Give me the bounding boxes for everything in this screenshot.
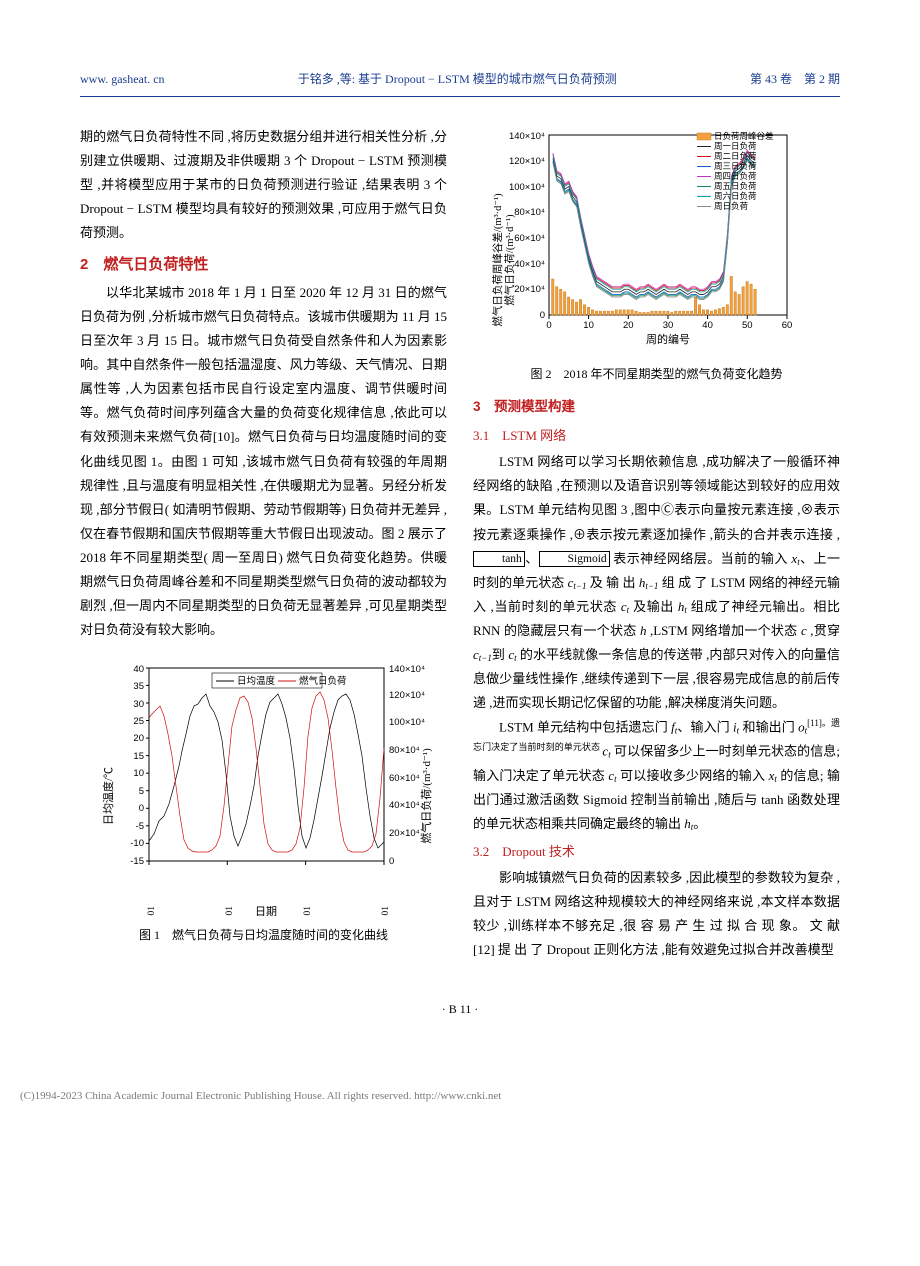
section-3-1-number: 3.1: [473, 428, 489, 443]
svg-text:-10: -10: [130, 838, 144, 849]
section-2-text: 燃气日负荷特性: [103, 256, 208, 273]
svg-text:20: 20: [623, 320, 634, 331]
header-title: 于铭多 ,等: 基于 Dropout − LSTM 模型的城市燃气日负荷预测: [165, 68, 750, 90]
svg-text:燃气日负荷/(m³·d⁻¹): 燃气日负荷/(m³·d⁻¹): [419, 748, 433, 844]
svg-text:2020-01-01: 2020-01-01: [303, 906, 313, 916]
figure-1-caption: 图 1 燃气日负荷与日均温度随时间的变化曲线: [80, 924, 447, 946]
svg-text:35: 35: [133, 681, 144, 692]
svg-text:140×10⁴: 140×10⁴: [389, 664, 425, 675]
svg-text:0: 0: [546, 320, 551, 331]
svg-text:80×10⁴: 80×10⁴: [389, 745, 420, 756]
svg-text:60×10⁴: 60×10⁴: [514, 233, 545, 244]
svg-text:0: 0: [138, 803, 143, 814]
svg-text:周四日负荷: 周四日负荷: [714, 171, 757, 181]
svg-text:50: 50: [742, 320, 753, 331]
section-3-text: 预测模型构建: [494, 399, 575, 414]
svg-text:30: 30: [662, 320, 673, 331]
svg-text:15: 15: [133, 751, 144, 762]
svg-text:-5: -5: [135, 821, 143, 832]
svg-text:20: 20: [133, 733, 144, 744]
left-column: 期的燃气日负荷特性不同 ,将历史数据分组并进行相关性分析 ,分别建立供暖期、过渡…: [80, 125, 447, 962]
page: www. gasheat. cn 于铭多 ,等: 基于 Dropout − LS…: [0, 0, 920, 1070]
svg-text:日均温度: 日均温度: [237, 675, 276, 687]
section-3-2-text: Dropout 技术: [502, 844, 575, 859]
svg-text:5: 5: [138, 786, 143, 797]
section-2-body: 以华北某城市 2018 年 1 月 1 日至 2020 年 12 月 31 日的…: [80, 281, 447, 642]
right-column: 0 20×10⁴ 40×10⁴ 60×10⁴ 80×10⁴ 100×10⁴ 12…: [473, 125, 840, 962]
svg-text:日期: 日期: [255, 905, 277, 916]
section-3-2-number: 3.2: [473, 844, 489, 859]
svg-text:60: 60: [781, 320, 792, 331]
svg-text:2018-01-01: 2018-01-01: [147, 906, 157, 916]
svg-text:40×10⁴: 40×10⁴: [514, 259, 545, 270]
svg-text:120×10⁴: 120×10⁴: [508, 156, 544, 167]
svg-text:燃气日负荷: 燃气日负荷: [299, 675, 347, 687]
svg-text:周的编号: 周的编号: [646, 332, 690, 346]
two-column-content: 期的燃气日负荷特性不同 ,将历史数据分组并进行相关性分析 ,分别建立供暖期、过渡…: [80, 125, 840, 962]
svg-text:燃气日负荷/(m³·d⁻¹): 燃气日负荷/(m³·d⁻¹): [503, 214, 516, 306]
svg-text:140×10⁴: 140×10⁴: [508, 131, 544, 142]
figure-1-chart: -15 -10 -5 0 5 10 15 20 25 30 35 40: [94, 656, 434, 916]
svg-text:40: 40: [133, 664, 144, 675]
section-3-2-body: 影响城镇燃气日负荷的因素较多 ,因此模型的参数较为复杂 ,且对于 LSTM 网络…: [473, 866, 840, 962]
page-header: www. gasheat. cn 于铭多 ,等: 基于 Dropout − LS…: [80, 68, 840, 90]
svg-text:周六日负荷: 周六日负荷: [714, 191, 757, 201]
svg-text:60×10⁴: 60×10⁴: [389, 773, 420, 784]
figure-1: -15 -10 -5 0 5 10 15 20 25 30 35 40: [80, 656, 447, 946]
svg-text:20×10⁴: 20×10⁴: [389, 828, 420, 839]
svg-text:100×10⁴: 100×10⁴: [508, 182, 544, 193]
section-3-heading: 3 预测模型构建: [473, 395, 840, 420]
header-rule: [80, 96, 840, 97]
figure-2: 0 20×10⁴ 40×10⁴ 60×10⁴ 80×10⁴ 100×10⁴ 12…: [473, 125, 840, 385]
svg-text:燃气日负荷周峰谷差/(m³·d⁻¹): 燃气日负荷周峰谷差/(m³·d⁻¹): [491, 193, 504, 327]
section-3-2-heading: 3.2 Dropout 技术: [473, 840, 840, 864]
svg-text:周三日负荷: 周三日负荷: [714, 161, 757, 171]
intro-paragraph-cont: 期的燃气日负荷特性不同 ,将历史数据分组并进行相关性分析 ,分别建立供暖期、过渡…: [80, 125, 447, 245]
svg-text:100×10⁴: 100×10⁴: [389, 717, 425, 728]
tanh-box: tanh: [473, 551, 525, 567]
page-number: · B 11 ·: [80, 998, 840, 1020]
svg-text:-15: -15: [130, 856, 144, 867]
svg-text:0: 0: [389, 856, 394, 867]
section-2-number: 2: [80, 256, 88, 273]
section-3-1-body-1: LSTM 网络可以学习长期依赖信息 ,成功解决了一般循环神经网络的缺陷 ,在预测…: [473, 450, 840, 715]
svg-text:日负荷周峰谷差: 日负荷周峰谷差: [714, 131, 774, 141]
header-issue: 第 43 卷 第 2 期: [750, 68, 840, 90]
svg-text:80×10⁴: 80×10⁴: [514, 207, 545, 218]
svg-text:周五日负荷: 周五日负荷: [714, 181, 757, 191]
header-website: www. gasheat. cn: [80, 68, 165, 90]
section-3-1-text: LSTM 网络: [502, 428, 566, 443]
svg-text:40×10⁴: 40×10⁴: [389, 800, 420, 811]
section-3-number: 3: [473, 399, 481, 414]
copyright-watermark: (C)1994-2023 China Academic Journal Elec…: [0, 1070, 920, 1116]
svg-text:120×10⁴: 120×10⁴: [389, 690, 425, 701]
section-2-heading: 2 燃气日负荷特性: [80, 251, 447, 279]
svg-text:20×10⁴: 20×10⁴: [514, 284, 545, 295]
svg-text:周一日负荷: 周一日负荷: [714, 141, 757, 151]
section-3-1-body-2: LSTM 单元结构中包括遗忘门 ft、输入门 it 和输出门 ot[11]。遗忘…: [473, 715, 840, 836]
svg-text:0: 0: [539, 310, 544, 321]
figure-2-caption: 图 2 2018 年不同星期类型的燃气负荷变化趋势: [473, 363, 840, 385]
svg-text:2019-01-01: 2019-01-01: [225, 906, 235, 916]
svg-text:10: 10: [583, 320, 594, 331]
svg-text:10: 10: [133, 768, 144, 779]
svg-text:日均温度/℃: 日均温度/℃: [101, 767, 115, 825]
svg-text:25: 25: [133, 716, 144, 727]
figure-2-chart: 0 20×10⁴ 40×10⁴ 60×10⁴ 80×10⁴ 100×10⁴ 12…: [487, 125, 827, 355]
svg-text:2021-01-01: 2021-01-01: [381, 906, 391, 916]
svg-text:周日负荷: 周日负荷: [714, 201, 749, 211]
sigmoid-box: Sigmoid: [539, 551, 610, 567]
svg-text:40: 40: [702, 320, 713, 331]
svg-text:30: 30: [133, 699, 144, 710]
section-3-1-heading: 3.1 LSTM 网络: [473, 424, 840, 448]
svg-text:周二日负荷: 周二日负荷: [714, 151, 757, 161]
